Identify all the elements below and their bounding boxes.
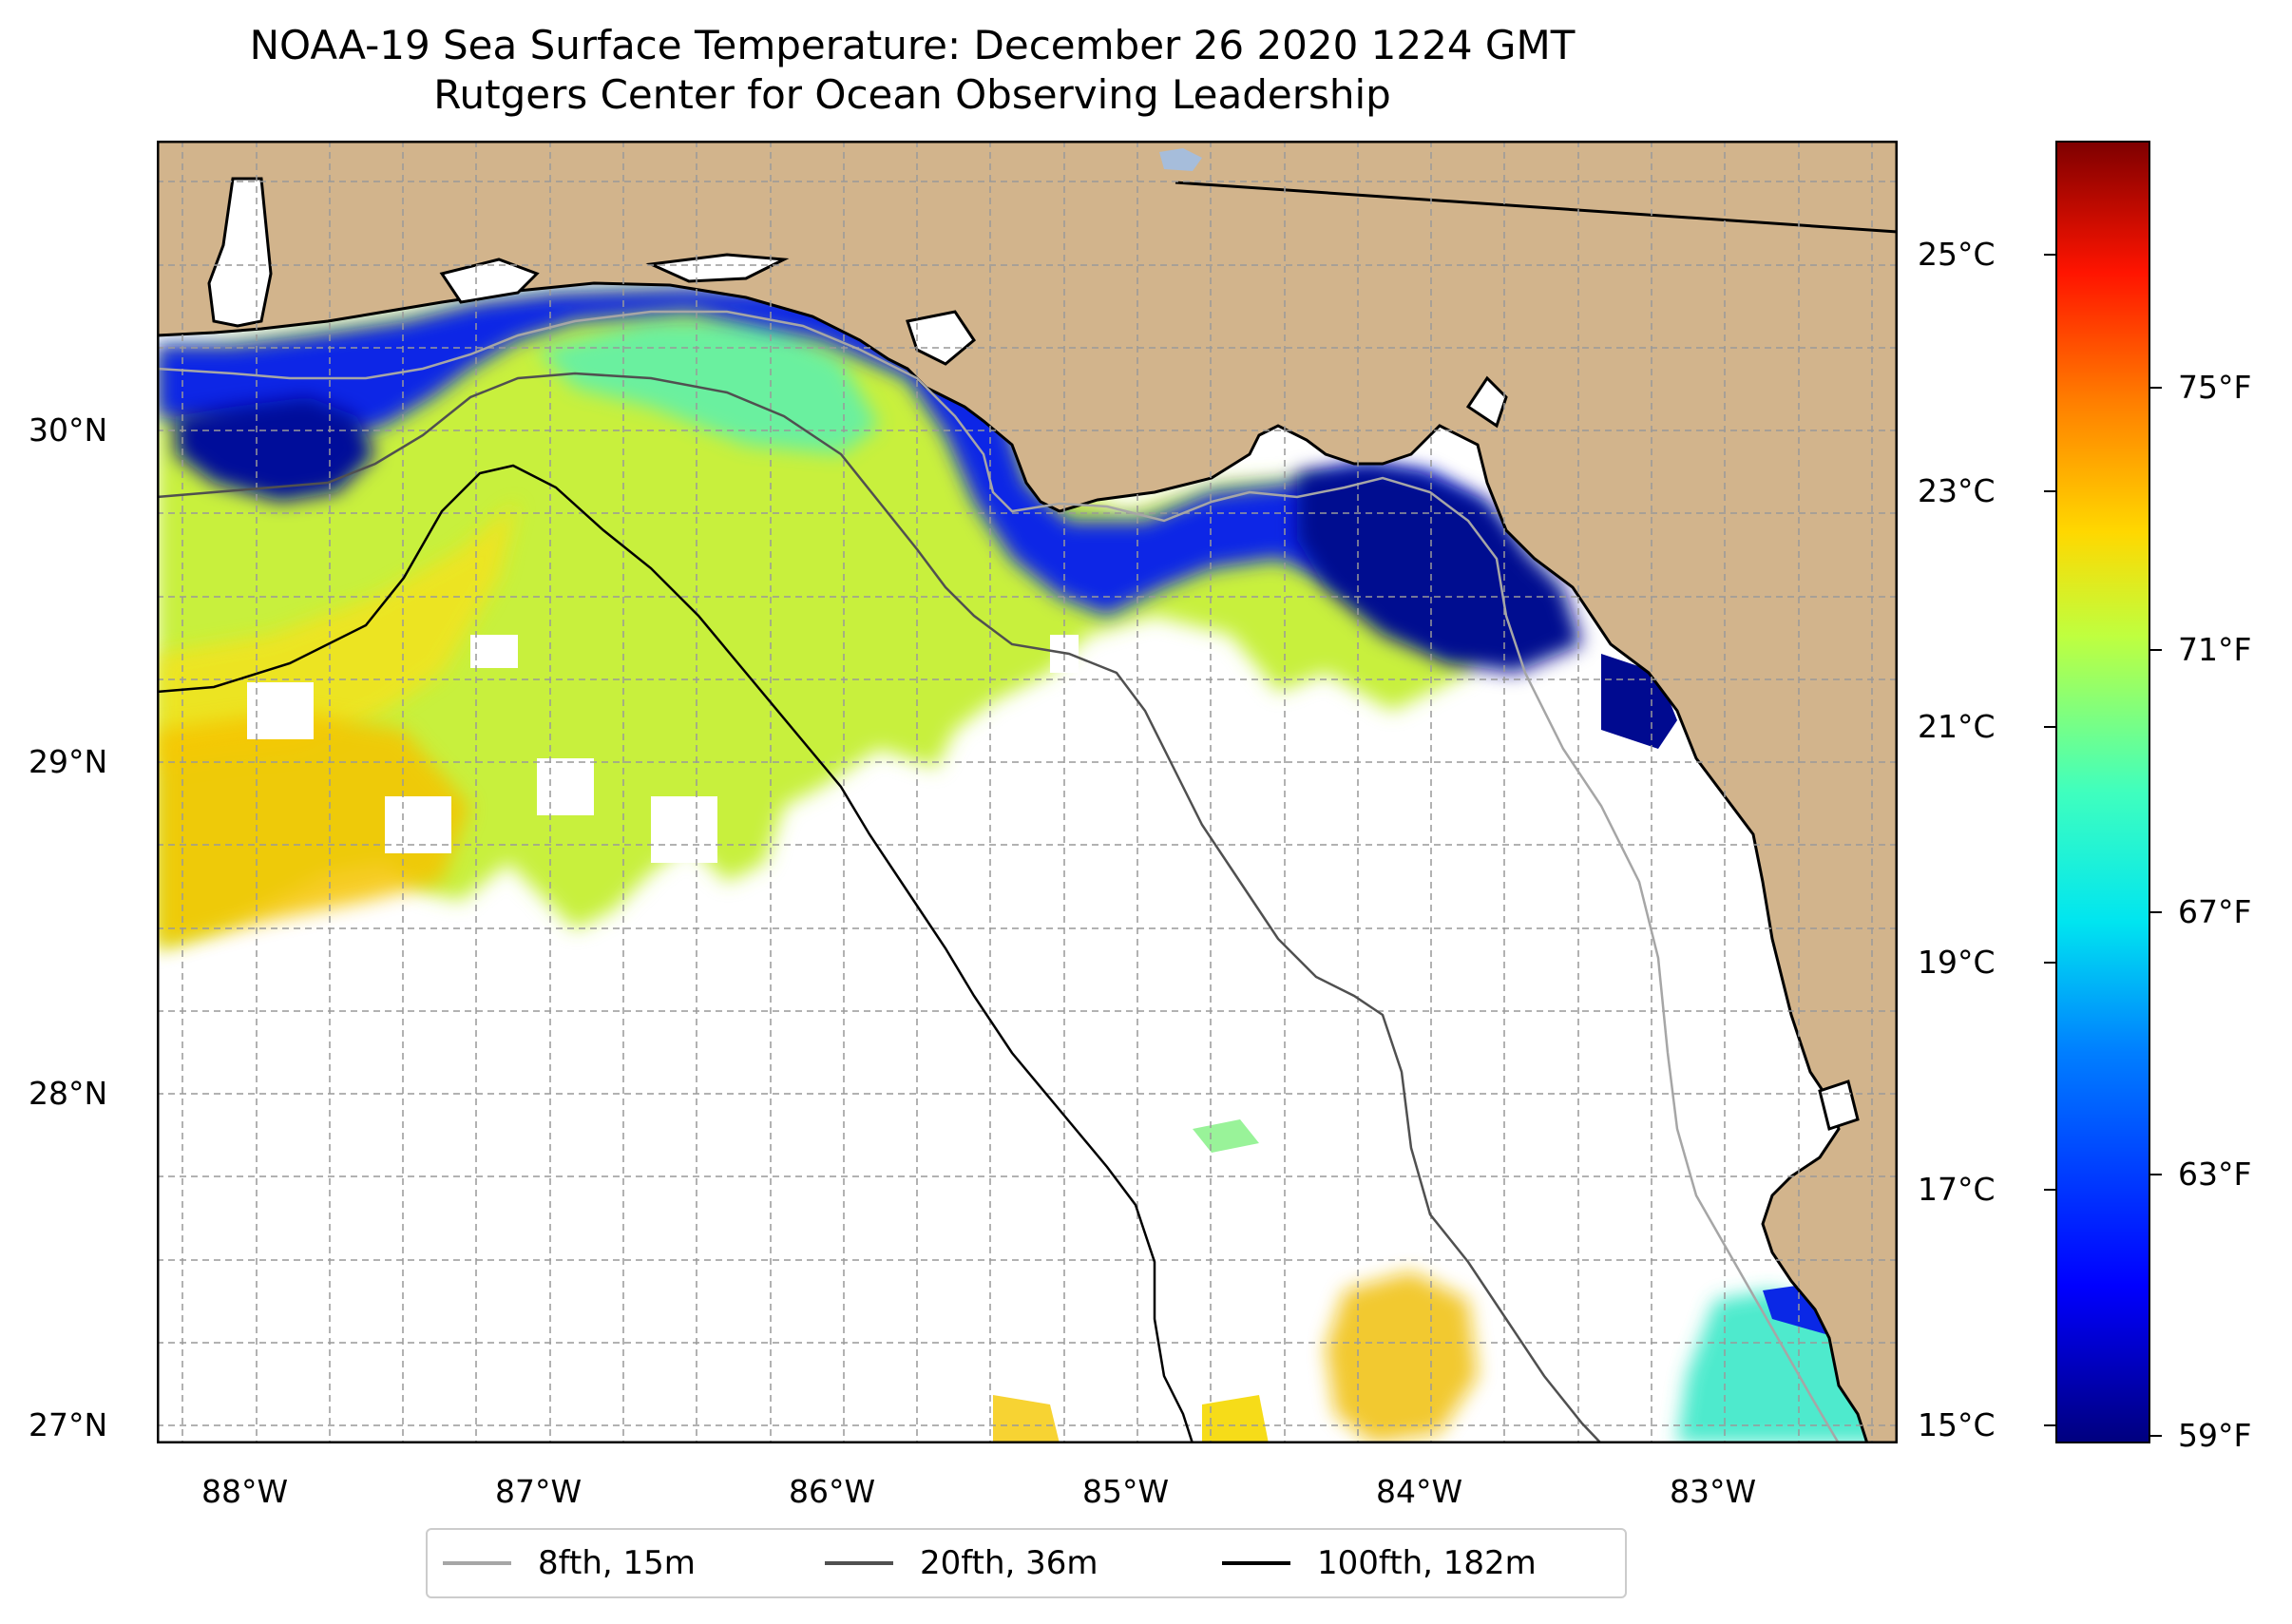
title-line-1: NOAA-19 Sea Surface Temperature: Decembe… [249,22,1576,68]
pensacola-bay [439,258,540,304]
cb-tick-21c [2044,726,2055,728]
sst-small-patch [1193,1119,1259,1153]
x-tick-86w: 86°W [789,1473,876,1510]
cb-label-75f: 75°F [2178,369,2252,406]
cb-tick-59f [2150,1435,2162,1437]
cb-tick-25c [2044,254,2055,256]
y-tick-29n: 29°N [29,743,108,780]
sst-map [157,141,1898,1443]
cb-label-15c: 15°C [1918,1406,1996,1443]
x-tick-88w: 88°W [201,1473,289,1510]
legend-label-20fth: 20fth, 36m [920,1544,1098,1582]
map-panel [157,141,1898,1443]
sst-blue-coastal-band [157,288,1506,654]
legend-swatch-8fth [443,1561,511,1565]
lake [1159,148,1202,171]
y-tick-30n: 30°N [29,411,108,449]
cb-tick-63f [2150,1174,2162,1175]
sst-south-patch-3 [993,1395,1060,1443]
cb-label-17c: 17°C [1918,1171,1996,1208]
legend-swatch-100fth [1222,1561,1290,1565]
cb-tick-75f [2150,387,2162,389]
sst-cold-patch-east [1297,464,1582,673]
contour-100fth-182m [157,464,1194,1443]
cb-label-25c: 25°C [1918,236,1996,273]
legend-label-8fth: 8fth, 15m [538,1544,696,1582]
legend-label-100fth: 100fth, 182m [1317,1544,1537,1582]
map-border [157,141,1898,1443]
cloud-gaps [247,635,1079,863]
sst-orange-band [157,711,470,948]
x-tick-83w: 83°W [1670,1473,1757,1510]
apalachee-bay-inlet [1465,375,1508,429]
cb-label-71f: 71°F [2178,631,2252,668]
st-andrew-bay [906,310,976,366]
legend-item-20fth: 20fth, 36m [825,1530,1098,1596]
legend-swatch-20fth [825,1561,893,1565]
cb-label-63f: 63°F [2178,1156,2252,1193]
cb-tick-15c [2044,1424,2055,1426]
y-tick-28n: 28°N [29,1075,108,1112]
chart-title: NOAA-19 Sea Surface Temperature: Decembe… [152,21,1672,120]
cb-tick-71f [2150,649,2162,651]
title-line-2: Rutgers Center for Ocean Observing Leade… [433,71,1391,118]
cb-label-19c: 19°C [1918,944,1996,981]
cb-label-23c: 23°C [1918,472,1996,509]
sst-warm-region [157,288,1497,948]
state-border [1175,181,1898,234]
x-tick-87w: 87°W [495,1473,583,1510]
colorbar [2055,141,2150,1443]
choctawhatchee-bay [645,253,790,283]
sst-cold-patch-west [176,397,375,502]
cb-tick-67f [2150,911,2162,913]
cb-label-59f: 59°F [2178,1417,2252,1454]
cb-tick-19c [2044,962,2055,964]
contour-20fth-36m [157,372,1602,1443]
sst-south-patch-1 [1326,1271,1478,1443]
x-tick-85w: 85°W [1082,1473,1170,1510]
legend-item-8fth: 8fth, 15m [443,1530,696,1596]
cb-tick-23c [2044,490,2055,492]
mobile-bay [207,177,273,328]
cb-tick-17c [2044,1189,2055,1191]
y-tick-27n: 27°N [29,1406,108,1443]
legend-item-100fth: 100fth, 182m [1222,1530,1537,1596]
x-tick-84w: 84°W [1376,1473,1463,1510]
contour-legend: 8fth, 15m 20fth, 36m 100fth, 182m [426,1528,1627,1598]
cb-label-21c: 21°C [1918,708,1996,745]
sst-south-patch-2 [1202,1395,1269,1443]
cb-label-67f: 67°F [2178,893,2252,930]
contour-8fth-15m [157,310,1841,1443]
